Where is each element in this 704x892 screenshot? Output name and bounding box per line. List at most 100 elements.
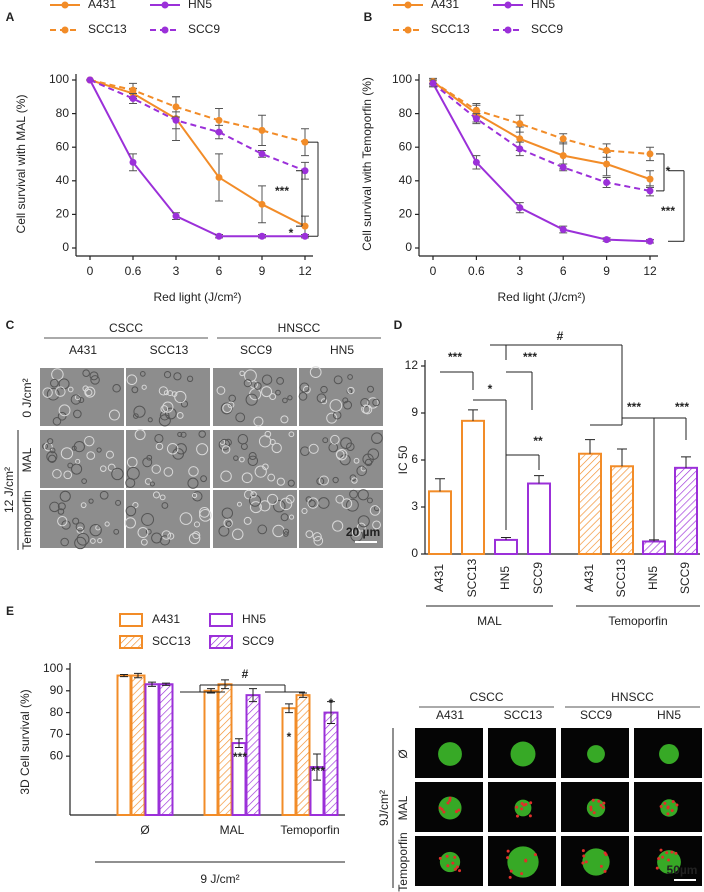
point xyxy=(258,200,266,208)
cell xyxy=(222,403,233,414)
cell xyxy=(351,477,358,484)
dead-cell xyxy=(448,799,452,803)
cell xyxy=(287,395,293,401)
cell xyxy=(257,524,268,535)
cell xyxy=(139,371,146,377)
column-label: A431 xyxy=(69,343,97,357)
error-bar xyxy=(435,478,445,492)
cell xyxy=(70,394,82,405)
dead-cell xyxy=(670,850,674,854)
dead-cell xyxy=(666,805,670,809)
cell xyxy=(90,375,100,385)
cell xyxy=(261,374,273,385)
cell xyxy=(249,501,262,514)
legend-label: SCC13 xyxy=(152,634,191,648)
dead-cell xyxy=(581,861,585,865)
error-bar xyxy=(585,439,595,454)
cell xyxy=(298,392,308,401)
point xyxy=(559,163,567,171)
cell xyxy=(59,490,71,502)
dead-cell xyxy=(451,861,455,865)
cell xyxy=(86,451,96,460)
y-tick-label: 0 xyxy=(411,546,418,560)
cell xyxy=(247,455,259,466)
x-tick-label: 3 xyxy=(173,264,180,278)
point xyxy=(301,138,309,146)
cell xyxy=(282,397,288,404)
dead-cell xyxy=(520,807,524,811)
dead-cell xyxy=(506,856,510,860)
column-label: SCC13 xyxy=(504,708,543,722)
significance: * xyxy=(329,696,334,710)
cell xyxy=(104,521,110,527)
point xyxy=(559,226,567,234)
cell xyxy=(131,386,139,394)
dead-cell xyxy=(440,807,444,811)
x-tick-label: A431 xyxy=(582,564,596,592)
cell xyxy=(200,475,207,483)
significance: *** xyxy=(661,204,675,218)
dead-cell xyxy=(446,801,450,805)
cell xyxy=(187,477,199,489)
cell xyxy=(308,443,319,454)
point xyxy=(646,175,654,183)
row-label: Temoporfin xyxy=(396,832,410,891)
cell xyxy=(218,525,230,537)
y-tick-label: 80 xyxy=(399,106,413,120)
legend-label: SCC13 xyxy=(88,22,127,36)
legend-label: SCC13 xyxy=(431,22,470,36)
bar xyxy=(144,683,160,816)
cell xyxy=(167,532,175,540)
x-axis-label: Red light (J/cm²) xyxy=(497,290,585,304)
spheroid xyxy=(510,741,536,767)
cell xyxy=(216,386,226,395)
row-label: 0 J/cm² xyxy=(20,378,34,417)
cell xyxy=(78,397,85,404)
cell xyxy=(307,497,319,509)
spheroid xyxy=(586,798,606,818)
cell xyxy=(279,497,293,511)
significance: * xyxy=(488,382,493,396)
point xyxy=(603,236,611,244)
dead-cell xyxy=(522,803,526,807)
cell xyxy=(254,465,267,478)
cell xyxy=(52,469,62,479)
point xyxy=(646,237,654,245)
cell xyxy=(353,457,360,464)
y-tick-label: 100 xyxy=(43,661,63,675)
group-label: CSCC xyxy=(109,321,143,335)
dead-cell xyxy=(666,858,670,862)
cell xyxy=(330,434,340,445)
x-tick-label: SCC13 xyxy=(465,558,479,597)
legend-label: HN5 xyxy=(188,0,212,11)
significance: * xyxy=(666,164,671,178)
group-label: MAL xyxy=(477,614,502,628)
x-tick-label: 0 xyxy=(430,264,437,278)
cell xyxy=(151,464,161,474)
cell xyxy=(351,527,361,537)
error-bar xyxy=(327,701,335,724)
bar xyxy=(116,674,132,816)
legend-marker xyxy=(504,1,512,9)
cell xyxy=(335,450,345,459)
cell xyxy=(241,472,253,484)
cell xyxy=(346,442,355,452)
cell xyxy=(159,494,166,501)
y-tick-label: 60 xyxy=(50,748,64,762)
cell xyxy=(266,493,279,506)
point xyxy=(172,103,180,111)
cell xyxy=(57,411,67,421)
error-bar xyxy=(501,537,511,540)
dose-label: 12 J/cm² xyxy=(2,467,16,513)
point xyxy=(258,232,266,240)
y-tick-label: 80 xyxy=(56,106,70,120)
dead-cell xyxy=(448,796,452,800)
scale-label: 20 µm xyxy=(346,525,380,539)
cell xyxy=(67,386,74,393)
cell xyxy=(329,399,343,412)
dead-cell xyxy=(665,851,669,855)
cell xyxy=(244,369,257,383)
cell xyxy=(285,494,295,504)
point xyxy=(129,158,137,166)
legend-label: A431 xyxy=(431,0,459,11)
